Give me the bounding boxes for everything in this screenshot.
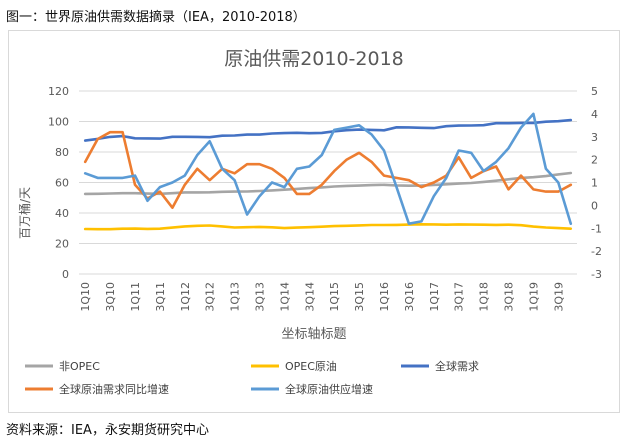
x-tick-label: 1Q12 bbox=[179, 282, 192, 312]
chart-container: 原油供需2010-2018 百万桶/天 坐标轴标题 0 20 40 60 80 100 12… bbox=[8, 30, 620, 413]
y2-tick-label: 0 bbox=[591, 199, 598, 212]
x-tick-label: 3Q12 bbox=[204, 282, 217, 312]
x-tick-label: 3Q17 bbox=[453, 282, 466, 312]
x-tick-label: 3Q10 bbox=[104, 282, 117, 312]
x-tick-label: 1Q16 bbox=[378, 282, 391, 312]
axis-ticks: 0 20 40 60 80 100 120 -3 -2 -1 0 1 2 3 4 5 1Q10 3Q10 1Q11 3… bbox=[48, 85, 602, 312]
legend-item: 全球需求 bbox=[401, 359, 479, 373]
x-tick-label: 3Q16 bbox=[403, 282, 416, 312]
chart-title: 原油供需2010-2018 bbox=[224, 48, 404, 70]
source-note: 资料来源：IEA，永安期货研究中心 bbox=[6, 423, 209, 438]
y-tick-label: 80 bbox=[55, 146, 69, 159]
chart-svg: 原油供需2010-2018 百万桶/天 坐标轴标题 02040608010012… bbox=[17, 48, 602, 396]
y2-tick-label: -2 bbox=[591, 245, 602, 258]
legend-label: 全球原油需求同比增速 bbox=[59, 382, 169, 396]
x-tick-label: 3Q15 bbox=[353, 282, 366, 312]
y-tick-label: 100 bbox=[48, 116, 69, 129]
legend-item: OPEC原油 bbox=[251, 359, 337, 373]
y2-tick-label: 5 bbox=[591, 85, 598, 98]
series-line bbox=[83, 112, 573, 225]
y2-tick-label: -1 bbox=[591, 222, 602, 235]
legend-label: 非OPEC bbox=[59, 360, 100, 373]
legend-item: 全球原油需求同比增速 bbox=[25, 382, 169, 396]
x-tick-label: 1Q15 bbox=[328, 282, 341, 312]
x-tick-label: 1Q17 bbox=[428, 282, 441, 312]
y-tick-label: 40 bbox=[55, 207, 69, 220]
legend-item: 全球原油供应增速 bbox=[251, 382, 373, 396]
series-line bbox=[83, 223, 573, 231]
x-tick-label: 1Q11 bbox=[129, 282, 142, 312]
x-tick-label: 1Q14 bbox=[278, 282, 291, 312]
series-line bbox=[83, 118, 573, 142]
legend-item: 非OPEC bbox=[25, 360, 100, 373]
y2-tick-label: 3 bbox=[591, 131, 598, 144]
y-tick-label: 60 bbox=[55, 177, 69, 190]
y-tick-label: 20 bbox=[55, 238, 69, 251]
x-tick-label: 3Q13 bbox=[254, 282, 267, 312]
y2-tick-label: 1 bbox=[591, 177, 598, 190]
x-axis-label: 坐标轴标题 bbox=[281, 327, 346, 342]
legend-label: 全球原油供应增速 bbox=[285, 382, 373, 396]
y2-tick-label: 2 bbox=[591, 154, 598, 167]
x-tick-label: 1Q18 bbox=[478, 282, 491, 312]
x-tick-label: 1Q13 bbox=[229, 282, 242, 312]
x-tick-label: 3Q14 bbox=[303, 282, 316, 312]
x-tick-label: 1Q19 bbox=[527, 282, 540, 312]
x-tick-label: 3Q11 bbox=[154, 282, 167, 312]
x-tick-label: 3Q18 bbox=[503, 282, 516, 312]
x-tick-label: 3Q19 bbox=[552, 282, 565, 312]
figure-caption: 图一：世界原油供需数据摘录（IEA，2010-2018） bbox=[6, 10, 306, 25]
y-tick-label: 0 bbox=[62, 268, 69, 281]
y-axis-label: 百万桶/天 bbox=[17, 187, 32, 239]
x-tick-label: 1Q10 bbox=[79, 282, 92, 312]
gridlines bbox=[79, 90, 577, 275]
series-line bbox=[83, 171, 573, 196]
y2-tick-label: -3 bbox=[591, 268, 602, 281]
legend-label: OPEC原油 bbox=[285, 359, 337, 373]
legend-label: 全球需求 bbox=[435, 359, 479, 373]
series-line bbox=[83, 130, 573, 209]
y-tick-label: 120 bbox=[48, 85, 69, 98]
series-lines bbox=[83, 112, 573, 231]
y2-tick-label: 4 bbox=[591, 108, 598, 121]
